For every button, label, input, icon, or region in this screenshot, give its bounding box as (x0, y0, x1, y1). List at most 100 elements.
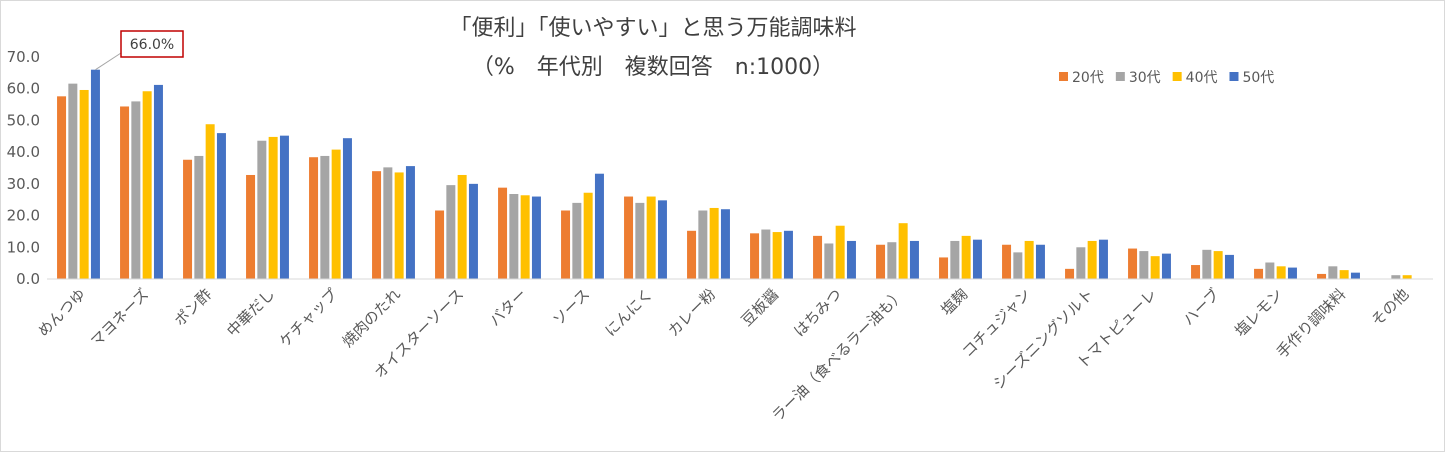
bar (90, 69, 100, 279)
bar (394, 172, 404, 279)
x-tick-label: ソース (549, 285, 593, 329)
bar (1287, 267, 1297, 279)
chart-subtitle: （% 年代別 複数回答 n:1000） (472, 55, 834, 80)
bar (876, 244, 886, 279)
bar (1202, 249, 1212, 279)
bar (1065, 268, 1075, 279)
bar (520, 195, 530, 279)
bar (1024, 240, 1034, 279)
x-tick-label: にんにく (601, 285, 656, 340)
bar (320, 155, 330, 279)
bar (813, 235, 823, 279)
callout-box (120, 30, 184, 58)
bar (1035, 244, 1045, 279)
bar (257, 140, 267, 279)
bar (1013, 252, 1023, 279)
bar (131, 101, 141, 280)
x-tick-label: ハーブ (1179, 285, 1223, 329)
data-label: 66.0% (130, 37, 174, 53)
bar (1087, 240, 1097, 279)
bar (1276, 266, 1286, 279)
bar (183, 159, 193, 279)
bar (372, 171, 382, 279)
bar (309, 157, 319, 279)
y-tick-label: 30.0 (7, 175, 40, 193)
bar (1150, 256, 1160, 279)
bar (720, 209, 730, 279)
bar (498, 187, 508, 279)
y-tick-label: 40.0 (7, 143, 40, 161)
bar (783, 230, 793, 279)
bar (687, 230, 697, 279)
x-tick-label: その他 (1368, 285, 1413, 330)
bar (205, 124, 215, 279)
data-callout: 66.0% (95, 30, 184, 71)
bar (939, 257, 949, 279)
bar (950, 240, 960, 279)
y-tick-label: 0.0 (16, 270, 40, 288)
bar (846, 240, 856, 279)
bar (1339, 270, 1349, 279)
bar (1402, 275, 1412, 279)
bar (435, 210, 445, 279)
bar (1128, 248, 1138, 279)
bar (1098, 239, 1108, 279)
x-tick-label: 塩麹 (937, 285, 971, 319)
bar (835, 225, 845, 279)
bar (1350, 272, 1360, 279)
y-tick-label: 50.0 (7, 111, 40, 129)
bar (972, 239, 982, 279)
bar (1224, 254, 1234, 279)
bar (561, 210, 571, 279)
x-tick-label: 中華だし (223, 285, 278, 340)
x-tick-label: はちみつ (790, 285, 845, 340)
bar (635, 202, 645, 279)
bar (468, 183, 478, 279)
bar (1265, 262, 1275, 279)
bar (79, 89, 89, 280)
bar (331, 149, 341, 279)
bar (1391, 275, 1401, 279)
bar (68, 83, 78, 279)
bar (1076, 247, 1086, 279)
bar (750, 233, 760, 279)
bar (909, 240, 919, 279)
bar (657, 200, 667, 279)
bar (1317, 273, 1327, 279)
bar (57, 96, 67, 279)
bar (142, 91, 152, 279)
x-tick-label: めんつゆ (34, 285, 89, 340)
bar (887, 242, 897, 279)
y-tick-label: 60.0 (7, 80, 40, 98)
bar (279, 135, 289, 279)
bar (194, 155, 204, 279)
bar (268, 136, 278, 279)
legend-swatch (1172, 72, 1182, 81)
bar (594, 173, 604, 279)
bar (1254, 268, 1264, 279)
bar (405, 166, 415, 279)
legend-label: 30代 (1129, 70, 1161, 86)
bar (216, 133, 226, 279)
bar (1191, 265, 1201, 279)
x-tick-label: 塩レモン (1231, 285, 1286, 340)
bar (772, 232, 782, 279)
x-tick-label: 焼肉のたれ (339, 285, 405, 351)
bar (1328, 266, 1338, 279)
bar (457, 174, 467, 279)
bar (1002, 244, 1012, 279)
bar (383, 167, 393, 279)
legend-label: 50代 (1242, 70, 1274, 86)
bar (509, 194, 519, 279)
bar (342, 138, 352, 279)
bar (646, 196, 656, 279)
legend-label: 20代 (1072, 70, 1104, 86)
bar (761, 229, 771, 279)
y-tick-label: 20.0 (7, 207, 40, 225)
x-tick-label: ラー油（食べるラー油も） (768, 285, 908, 425)
bar (698, 210, 708, 279)
bar (961, 235, 971, 279)
y-tick-label: 70.0 (7, 48, 40, 66)
